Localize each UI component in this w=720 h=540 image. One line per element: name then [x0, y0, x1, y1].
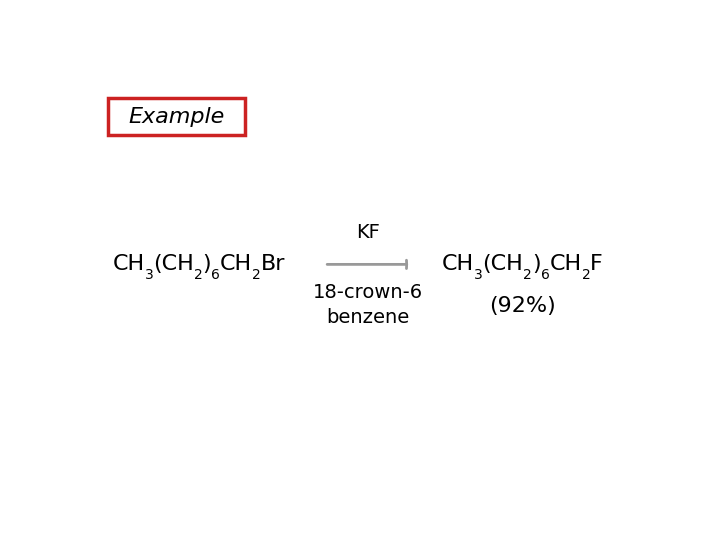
Text: (92%): (92%) [489, 296, 556, 316]
Text: (CH: (CH [482, 254, 523, 274]
Text: CH: CH [549, 254, 582, 274]
Text: 6: 6 [212, 268, 220, 282]
Text: ): ) [532, 254, 541, 274]
Text: F: F [590, 254, 603, 274]
Text: 2: 2 [582, 268, 590, 282]
Text: (CH: (CH [153, 254, 194, 274]
Text: 2: 2 [523, 268, 532, 282]
Text: CH: CH [112, 254, 145, 274]
Text: 18-crown-6: 18-crown-6 [312, 283, 423, 302]
Text: Br: Br [261, 254, 286, 274]
Text: KF: KF [356, 222, 379, 241]
Text: 6: 6 [541, 268, 549, 282]
Text: Example: Example [128, 107, 225, 127]
Text: benzene: benzene [326, 308, 409, 327]
Text: CH: CH [441, 254, 474, 274]
Text: 2: 2 [252, 268, 261, 282]
FancyBboxPatch shape [108, 98, 245, 136]
Text: 3: 3 [145, 268, 153, 282]
Text: CH: CH [220, 254, 252, 274]
Text: ): ) [203, 254, 212, 274]
Text: 3: 3 [474, 268, 482, 282]
Text: 2: 2 [194, 268, 203, 282]
